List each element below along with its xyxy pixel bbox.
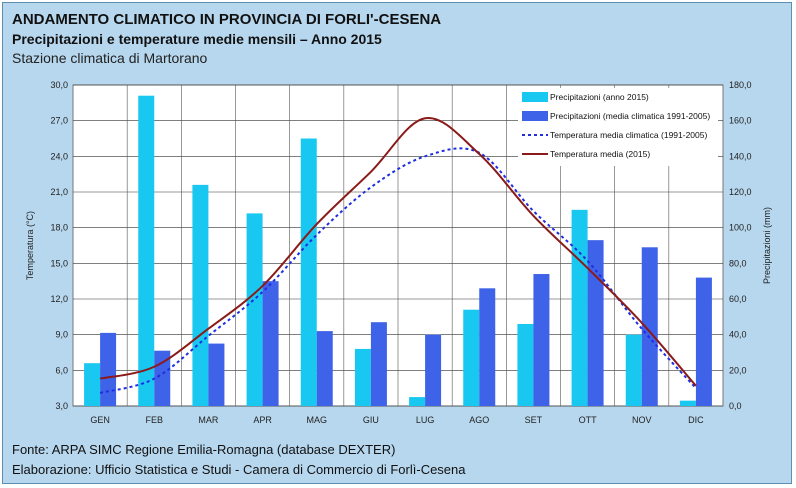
left-tick-label: 30,0 <box>50 80 68 90</box>
legend-label: Precipitazioni (media climatica 1991-200… <box>550 111 710 121</box>
left-axis-ticks: 3,0 6,0 9,0 12,0 15,0 18,0 21,0 24,0 27,0 30,0 <box>50 80 68 411</box>
bar-clima <box>370 322 387 406</box>
right-tick-label: 80,0 <box>729 258 747 268</box>
source-note: Fonte: ARPA SIMC Regione Emilia-Romagna … <box>12 442 396 457</box>
x-tick-label: NOV <box>632 415 652 425</box>
left-tick-label: 15,0 <box>50 258 68 268</box>
x-tick-label: DIC <box>688 415 704 425</box>
chart-title: ANDAMENTO CLIMATICO IN PROVINCIA DI FORL… <box>12 11 442 28</box>
legend-label: Temperatura media climatica (1991-2005) <box>550 130 707 140</box>
bar-2015 <box>300 138 317 406</box>
bar-2015 <box>679 400 696 406</box>
legend-box <box>518 88 718 166</box>
chart-subtitle: Precipitazioni e temperature medie mensi… <box>12 31 382 47</box>
bar-clima <box>479 288 496 406</box>
line-temp-2015 <box>99 117 697 387</box>
right-tick-label: 60,0 <box>729 294 747 304</box>
x-tick-label: SET <box>525 415 543 425</box>
bar-clima <box>641 247 658 406</box>
right-axis-label: Precipitazioni (mm) <box>762 207 772 284</box>
left-tick-label: 12,0 <box>50 294 68 304</box>
left-tick-label: 27,0 <box>50 116 68 126</box>
line-series <box>99 117 697 394</box>
right-tick-label: 20,0 <box>729 365 747 375</box>
x-tick-label: LUG <box>416 415 435 425</box>
left-tick-label: 9,0 <box>55 330 68 340</box>
x-tick-label: MAG <box>306 415 327 425</box>
right-axis-ticks: 0,0 20,0 40,0 60,0 80,0 100,0 120,0 140,0 160,0 1… <box>729 80 752 411</box>
x-tick-label: AGO <box>469 415 489 425</box>
left-tick-label: 18,0 <box>50 223 68 233</box>
bar-clima <box>262 281 279 406</box>
legend-label: Temperatura media (2015) <box>550 149 650 159</box>
left-tick-label: 21,0 <box>50 187 68 197</box>
bar-2015 <box>463 309 480 406</box>
left-axis-label: Temperatura (°C) <box>25 211 35 280</box>
left-tick-label: 3,0 <box>55 401 68 411</box>
line-temp-clima <box>99 147 697 394</box>
bar-2015 <box>84 363 101 406</box>
x-tick-label: OTT <box>579 415 597 425</box>
bar-2015 <box>138 95 155 406</box>
bar-2015 <box>625 334 642 406</box>
bar-2015 <box>409 397 426 406</box>
right-tick-label: 140,0 <box>729 151 752 161</box>
x-tick-label: FEB <box>145 415 163 425</box>
legend: Precipitazioni (anno 2015) Precipitazioni… <box>518 88 718 166</box>
x-tick-label: APR <box>253 415 272 425</box>
bar-clima <box>587 240 604 406</box>
bar-series <box>84 95 712 406</box>
bar-clima <box>425 334 442 406</box>
bar-2015 <box>246 213 263 406</box>
right-tick-label: 100,0 <box>729 223 752 233</box>
left-tick-label: 6,0 <box>55 365 68 375</box>
bar-clima <box>316 331 333 406</box>
legend-label: Precipitazioni (anno 2015) <box>550 92 649 102</box>
bar-clima <box>100 332 117 406</box>
bar-2015 <box>571 209 588 406</box>
bar-clima <box>533 274 550 406</box>
right-tick-label: 40,0 <box>729 330 747 340</box>
right-tick-label: 120,0 <box>729 187 752 197</box>
legend-swatch <box>522 92 548 102</box>
legend-swatch <box>522 111 548 121</box>
bar-clima <box>208 343 225 406</box>
x-axis-ticks: GEN FEB MAR APR MAG GIU LUG AGO SET OTT NOV DIC <box>90 415 704 425</box>
bar-clima <box>695 277 712 406</box>
credit-note: Elaborazione: Ufficio Statistica e Studi… <box>12 462 466 477</box>
x-tick-label: MAR <box>198 415 219 425</box>
right-tick-label: 180,0 <box>729 80 752 90</box>
x-tick-label: GIU <box>363 415 379 425</box>
right-tick-label: 0,0 <box>729 401 742 411</box>
x-tick-label: GEN <box>90 415 110 425</box>
station-label: Stazione climatica di Martorano <box>12 50 208 66</box>
left-tick-label: 24,0 <box>50 151 68 161</box>
right-tick-label: 160,0 <box>729 116 752 126</box>
bar-2015 <box>517 323 534 406</box>
bar-2015 <box>192 184 209 406</box>
bar-2015 <box>354 348 371 406</box>
